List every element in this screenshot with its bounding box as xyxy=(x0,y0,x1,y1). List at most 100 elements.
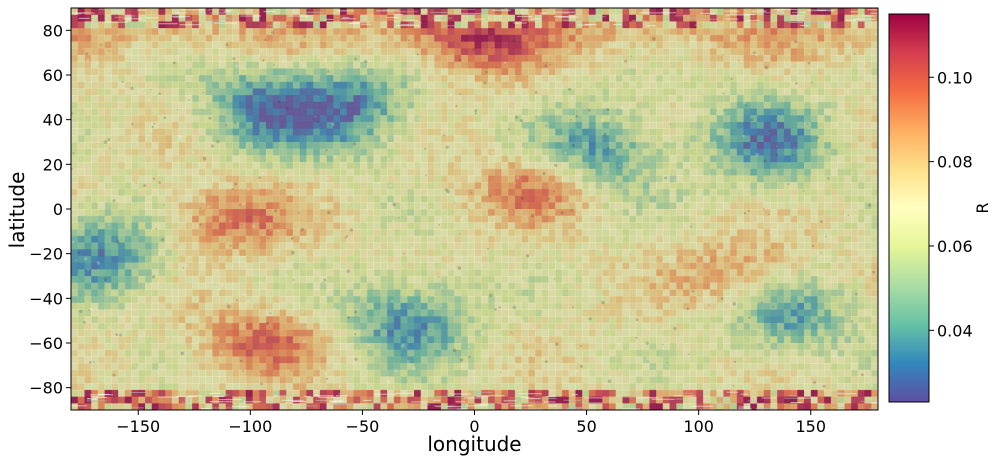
grid-cell xyxy=(185,48,193,56)
grid-cell xyxy=(259,195,267,203)
grid-cell xyxy=(245,142,253,150)
grid-cell xyxy=(622,249,630,257)
grid-cell xyxy=(797,81,805,89)
grid-cell xyxy=(649,54,657,62)
grid-cell xyxy=(756,162,764,170)
grid-cell xyxy=(340,81,348,89)
grid-cell xyxy=(709,34,717,42)
grid-cell xyxy=(763,269,771,277)
grid-cell xyxy=(689,182,697,190)
grid-cell xyxy=(185,61,193,69)
grid-cell xyxy=(319,282,327,290)
grid-cell xyxy=(333,61,341,69)
grid-cell xyxy=(656,142,664,150)
grid-cell xyxy=(353,108,361,116)
grid-cell xyxy=(743,108,751,116)
grid-cell xyxy=(205,48,213,56)
grid-cell xyxy=(225,202,233,210)
grid-cell xyxy=(420,182,428,190)
grid-cell xyxy=(373,21,381,29)
grid-cell xyxy=(588,135,596,143)
grid-cell xyxy=(857,269,865,277)
grid-cell xyxy=(212,155,220,163)
grid-cell xyxy=(198,162,206,170)
grid-cell xyxy=(763,61,771,69)
grid-cell xyxy=(380,14,388,22)
grid-cell xyxy=(837,162,845,170)
grid-cell xyxy=(561,54,569,62)
grid-cell xyxy=(696,249,704,257)
grid-cell xyxy=(124,121,132,129)
grid-cell xyxy=(353,48,361,56)
grid-cell xyxy=(521,269,529,277)
grid-cell xyxy=(649,262,657,270)
grid-cell xyxy=(864,128,872,136)
grid-cell xyxy=(521,128,529,136)
grid-cell xyxy=(790,128,798,136)
grid-cell xyxy=(205,148,213,156)
grid-cell xyxy=(871,262,878,270)
grid-cell xyxy=(521,229,529,237)
grid-cell xyxy=(703,121,711,129)
grid-cell xyxy=(871,68,878,76)
grid-cell xyxy=(91,121,99,129)
grid-cell xyxy=(252,28,260,36)
grid-cell xyxy=(279,68,287,76)
grid-cell xyxy=(447,81,455,89)
grid-cell xyxy=(313,162,321,170)
grid-cell xyxy=(212,195,220,203)
grid-cell xyxy=(212,21,220,29)
grid-cell xyxy=(380,101,388,109)
grid-cell xyxy=(528,202,536,210)
grid-cell xyxy=(709,168,717,176)
grid-cell xyxy=(602,121,610,129)
grid-cell xyxy=(131,128,139,136)
grid-cell xyxy=(97,235,105,243)
grid-cell xyxy=(595,61,603,69)
grid-cell xyxy=(804,249,812,257)
grid-cell xyxy=(514,115,522,123)
grid-cell xyxy=(568,162,576,170)
grid-cell xyxy=(656,81,664,89)
grid-cell xyxy=(508,88,516,96)
grid-cell xyxy=(676,229,684,237)
grid-cell xyxy=(407,242,415,250)
grid-cell xyxy=(676,235,684,243)
grid-cell xyxy=(555,255,563,263)
grid-cell xyxy=(178,202,186,210)
grid-cell xyxy=(232,14,240,22)
grid-cell xyxy=(97,262,105,270)
grid-cell xyxy=(165,188,173,196)
grid-cell xyxy=(474,8,482,16)
grid-cell xyxy=(326,269,334,277)
grid-cell xyxy=(756,142,764,150)
grid-cell xyxy=(642,95,650,103)
grid-cell xyxy=(346,229,354,237)
grid-cell xyxy=(622,175,630,183)
grid-cell xyxy=(541,81,549,89)
grid-cell xyxy=(494,61,502,69)
grid-cell xyxy=(662,148,670,156)
grid-cell xyxy=(629,148,637,156)
grid-cell xyxy=(743,269,751,277)
grid-cell xyxy=(104,168,112,176)
grid-cell xyxy=(124,41,132,49)
grid-cell xyxy=(380,115,388,123)
grid-cell xyxy=(407,215,415,223)
grid-cell xyxy=(696,209,704,217)
grid-cell xyxy=(138,135,146,143)
grid-cell xyxy=(790,222,798,230)
grid-cell xyxy=(736,276,744,284)
grid-cell xyxy=(750,75,758,83)
grid-cell xyxy=(131,54,139,62)
grid-cell xyxy=(669,34,677,42)
grid-cell xyxy=(797,175,805,183)
grid-cell xyxy=(561,48,569,56)
grid-cell xyxy=(218,276,226,284)
grid-cell xyxy=(340,242,348,250)
grid-cell xyxy=(703,202,711,210)
grid-cell xyxy=(353,162,361,170)
grid-cell xyxy=(393,182,401,190)
grid-cell xyxy=(225,128,233,136)
grid-cell xyxy=(299,101,307,109)
